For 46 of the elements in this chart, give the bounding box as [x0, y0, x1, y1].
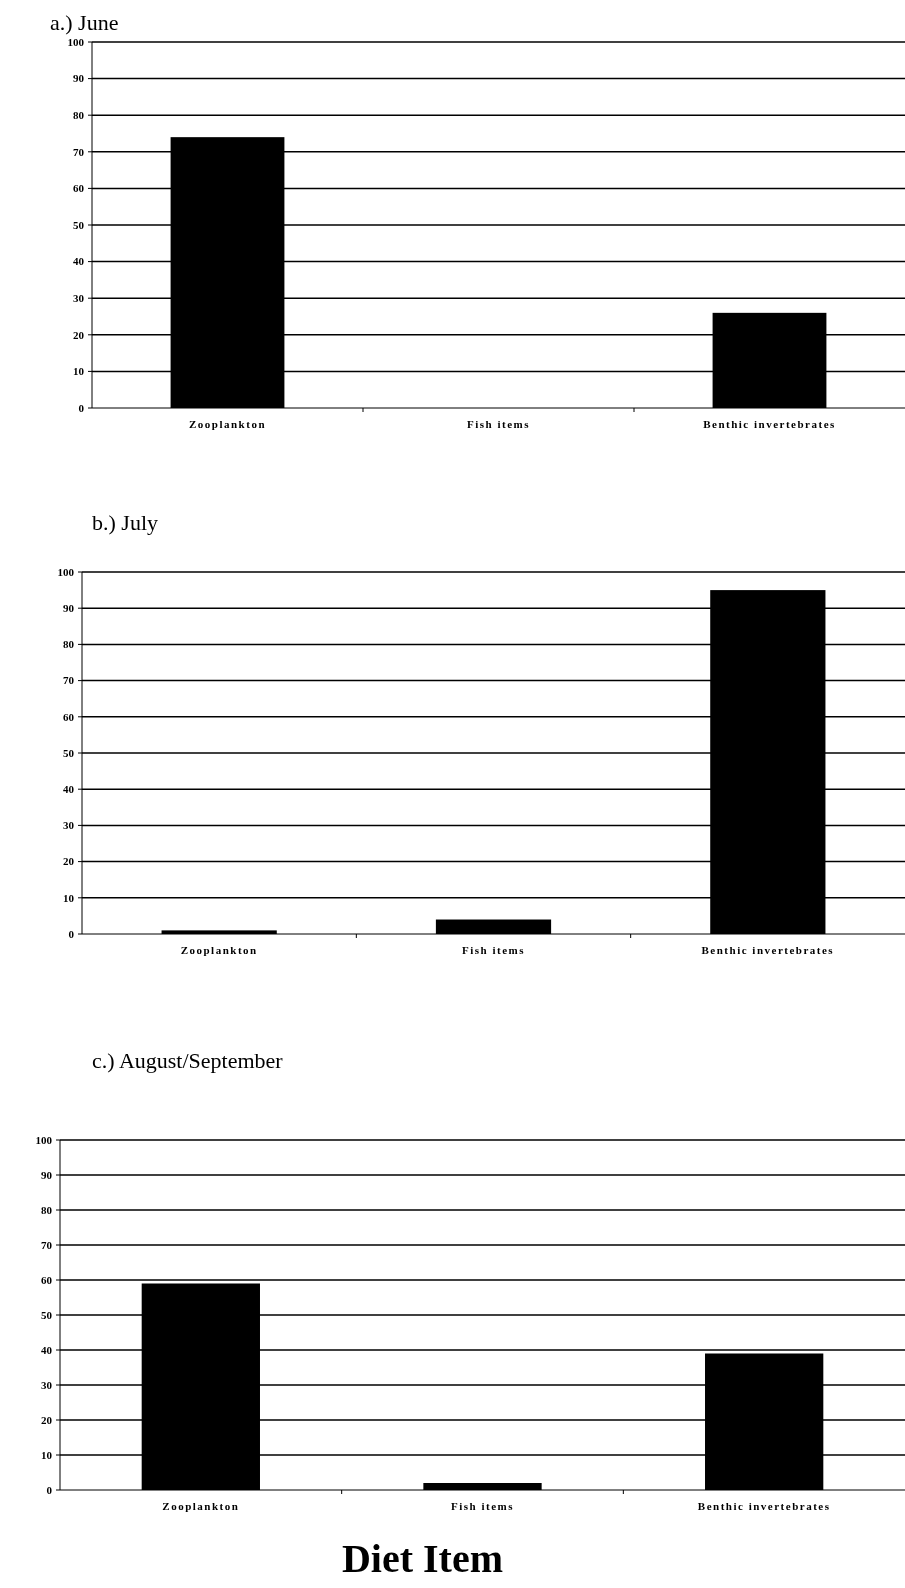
y-tick-label: 80	[41, 1203, 53, 1216]
y-tick-label: 70	[41, 1238, 53, 1251]
y-tick-label: 80	[73, 109, 85, 122]
y-tick-label: 70	[73, 145, 85, 158]
y-tick-label: 50	[73, 218, 85, 231]
y-tick-label: 30	[73, 292, 85, 305]
y-tick-label: 90	[63, 602, 75, 615]
y-tick-label: 50	[41, 1308, 53, 1321]
y-tick-label: 0	[68, 927, 75, 940]
y-tick-label: 60	[73, 182, 85, 195]
chart-title: a.) June	[50, 10, 119, 35]
y-tick-label: 80	[63, 638, 75, 651]
y-tick-label: 50	[63, 746, 75, 759]
x-tick-label: Fish items	[467, 418, 530, 430]
x-tick-label: Benthic invertebrates	[703, 418, 836, 430]
y-tick-label: 70	[63, 674, 75, 687]
y-tick-label: 30	[63, 819, 75, 832]
chart-title: c.) August/September	[92, 1048, 284, 1073]
y-tick-label: 100	[67, 35, 85, 48]
y-tick-label: 60	[63, 710, 75, 723]
y-tick-label: 20	[73, 328, 85, 341]
y-tick-label: 30	[41, 1378, 53, 1391]
x-tick-label: Fish items	[451, 1500, 514, 1512]
y-tick-label: 60	[41, 1273, 53, 1286]
x-tick-label: Zooplankton	[162, 1500, 240, 1512]
y-tick-label: 40	[63, 783, 75, 796]
y-tick-label: 20	[63, 855, 75, 868]
y-tick-label: 100	[35, 1133, 53, 1146]
y-tick-label: 0	[46, 1483, 53, 1496]
y-tick-label: 100	[57, 565, 75, 578]
y-tick-label: 20	[41, 1413, 53, 1426]
y-tick-label: 40	[41, 1343, 53, 1356]
y-tick-label: 0	[78, 401, 85, 414]
x-axis-title: Diet Item	[341, 1536, 504, 1581]
x-tick-label: Benthic invertebrates	[697, 1500, 831, 1512]
x-tick-label: Zooplankton	[188, 418, 267, 430]
x-tick-label: Zooplankton	[180, 944, 258, 956]
x-tick-label: Benthic invertebrates	[701, 944, 835, 956]
chart-title: b.) July	[92, 510, 158, 535]
y-tick-label: 40	[73, 255, 85, 268]
y-tick-label: 10	[41, 1448, 53, 1461]
y-tick-label: 90	[41, 1168, 53, 1181]
y-tick-label: 10	[63, 891, 75, 904]
y-tick-label: 90	[73, 72, 85, 85]
x-tick-label: Fish items	[462, 944, 525, 956]
y-tick-label: 10	[73, 365, 85, 378]
